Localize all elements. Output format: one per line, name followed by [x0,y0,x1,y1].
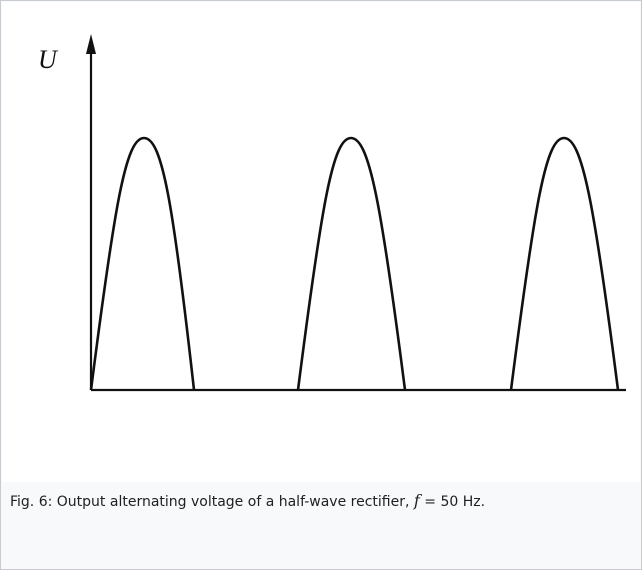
image-background [2,2,640,482]
caption-text: Fig. 6: Output alternating voltage of a … [10,494,414,510]
caption-text: = 50 Hz. [419,494,486,510]
y-axis-label: U [38,45,59,74]
half-wave [89,136,196,391]
half-wave [296,136,407,391]
half-wave [509,136,620,391]
y-arrowhead [86,34,96,54]
caption-variable: f [413,491,420,510]
diagram: U t [2,2,640,482]
caption: Fig. 6: Output alternating voltage of a … [10,490,610,513]
